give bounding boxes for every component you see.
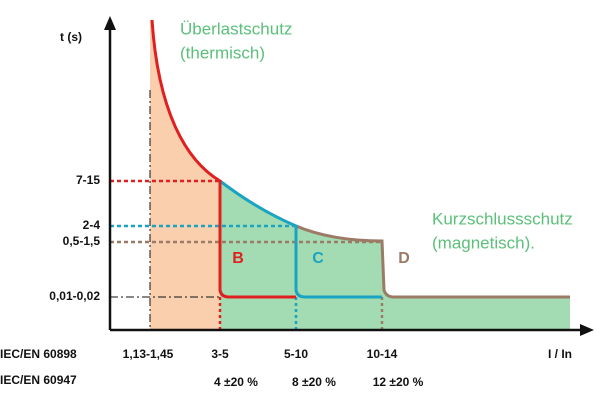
standard: IEC/EN 60947 <box>0 373 77 387</box>
arrow <box>104 16 116 30</box>
short-circuit-zone <box>220 181 570 330</box>
multiplier: 4 ±20 % <box>214 375 258 389</box>
region-subtitle: (thermisch) <box>180 43 265 62</box>
x-axis-label: I / In <box>548 347 572 361</box>
region-title: Kurzschlussschutz <box>432 209 573 228</box>
y-label: 0,01-0,02 <box>49 289 100 303</box>
x-label: 5-10 <box>284 347 308 361</box>
y-label: 0,5-1,5 <box>63 234 101 248</box>
multiplier: 12 ±20 % <box>373 375 424 389</box>
x-label: 10-14 <box>367 347 398 361</box>
x-label: 1,13-1,45 <box>123 347 174 361</box>
overload-zone <box>150 20 220 330</box>
multiplier: 8 ±20 % <box>292 375 336 389</box>
region-title: Überlastschutz <box>180 19 292 38</box>
curve-label: B <box>232 250 244 267</box>
curve-c <box>219 179 382 299</box>
curve-label: D <box>398 250 410 267</box>
curve-d <box>295 224 570 299</box>
y-label: 2-4 <box>83 218 101 232</box>
y-axis-label: t (s) <box>60 30 82 44</box>
curve-label: C <box>312 250 324 267</box>
arrow <box>580 324 594 336</box>
region-subtitle: (magnetisch). <box>432 233 535 252</box>
standard: IEC/EN 60898 <box>0 347 77 361</box>
x-label: 3-5 <box>211 347 229 361</box>
curve-b <box>150 19 296 299</box>
y-label: 7-15 <box>76 173 100 187</box>
